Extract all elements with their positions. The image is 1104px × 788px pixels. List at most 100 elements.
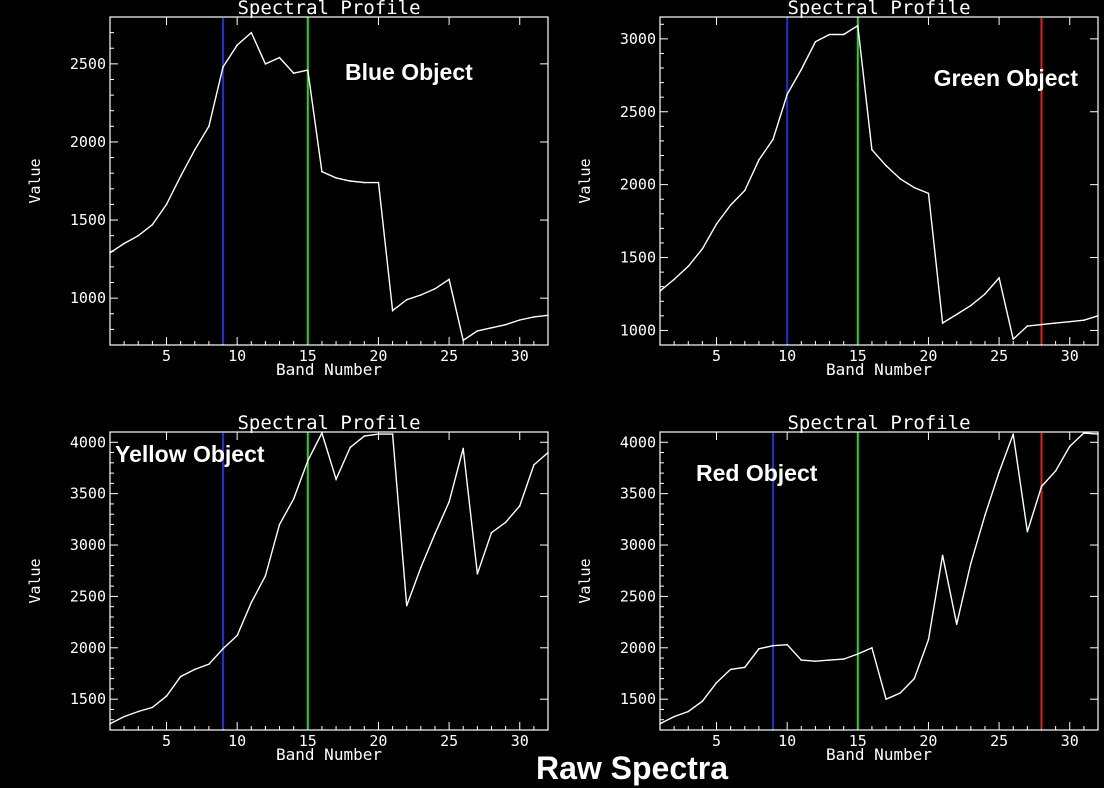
data-point — [377, 181, 380, 184]
data-point — [1026, 325, 1029, 327]
y-tick-label: 2000 — [620, 639, 656, 657]
x-axis-label: Band Number — [276, 360, 382, 379]
data-point — [547, 314, 549, 317]
data-point — [236, 634, 238, 637]
x-tick-label: 20 — [369, 347, 387, 365]
plot-frame — [109, 16, 549, 346]
x-tick-label: 10 — [778, 347, 796, 365]
plot-frame — [659, 16, 1099, 346]
data-point — [193, 148, 196, 151]
y-axis-label: Value — [26, 558, 44, 603]
x-tick-label: 15 — [299, 732, 317, 750]
x-tick-label: 15 — [849, 732, 867, 750]
x-tick-label: 10 — [778, 732, 796, 750]
data-point — [913, 677, 916, 680]
data-point — [814, 40, 817, 43]
y-tick-label: 1500 — [620, 249, 656, 267]
data-point — [927, 638, 930, 641]
data-point — [1097, 315, 1099, 317]
data-point — [1040, 485, 1043, 488]
data-point — [462, 447, 465, 450]
y-tick-label: 1500 — [620, 690, 656, 708]
x-tick-label: 30 — [511, 347, 529, 365]
x-tick-label: 25 — [440, 732, 458, 750]
data-point — [518, 319, 521, 321]
data-point — [659, 723, 661, 725]
data-point — [984, 514, 986, 517]
data-point — [179, 175, 182, 178]
data-point — [264, 63, 267, 65]
spectrum-line — [109, 431, 549, 725]
data-point — [434, 287, 436, 290]
x-tick-label: 5 — [712, 347, 721, 365]
y-tick-label: 2500 — [620, 587, 656, 605]
data-point — [786, 643, 788, 646]
data-point — [659, 290, 661, 292]
data-point — [927, 192, 930, 195]
chart-panel-4: Spectral Profile 5 10 15 20 25 30 1500 2000 2500 3… — [576, 412, 1099, 764]
data-point — [1097, 433, 1099, 435]
data-point — [448, 278, 450, 281]
data-point — [743, 666, 746, 669]
y-tick-label: 3500 — [70, 485, 106, 503]
data-point — [800, 659, 803, 661]
y-axis-label: Value — [576, 558, 594, 603]
y-tick-label: 2000 — [70, 133, 106, 151]
data-point — [462, 339, 465, 342]
data-point — [842, 33, 845, 36]
data-point — [885, 164, 887, 167]
figure-caption: Raw Spectra — [536, 750, 728, 786]
data-point — [871, 148, 873, 151]
data-point — [151, 223, 154, 226]
data-point — [434, 532, 436, 535]
y-tick-label: 1000 — [620, 321, 656, 339]
data-point — [307, 459, 309, 462]
y-tick-label: 1500 — [70, 690, 106, 708]
data-point — [476, 573, 479, 575]
data-point — [729, 668, 732, 671]
data-point — [151, 706, 154, 709]
data-point — [363, 181, 366, 184]
data-point — [377, 433, 380, 435]
chart-panel-1: Spectral Profile 5 10 15 20 25 30 1000 1500 2000 2… — [26, 0, 549, 379]
data-point — [476, 330, 479, 332]
data-point — [1026, 530, 1029, 533]
x-tick-label: 30 — [511, 732, 529, 750]
data-point — [391, 309, 394, 312]
data-point — [321, 432, 323, 434]
data-point — [123, 242, 125, 245]
data-point — [1012, 338, 1015, 340]
chart-title: Spectral Profile — [237, 0, 420, 19]
y-tick-label: 1500 — [70, 211, 106, 229]
data-point — [772, 138, 774, 141]
data-point — [871, 646, 873, 649]
y-tick-label: 3000 — [620, 536, 656, 554]
data-point — [673, 278, 675, 281]
y-tick-label: 3000 — [70, 536, 106, 554]
data-point — [490, 327, 493, 329]
data-point — [109, 723, 111, 725]
data-point — [1054, 322, 1057, 324]
chart-panel-2: Spectral Profile 5 10 15 20 25 30 1000 1500 2000 2… — [576, 0, 1099, 379]
x-tick-label: 10 — [228, 347, 246, 365]
y-tick-label: 2000 — [70, 639, 106, 657]
x-tick-label: 25 — [440, 347, 458, 365]
chart-title: Spectral Profile — [237, 412, 420, 434]
x-tick-label: 5 — [162, 732, 171, 750]
x-tick-label: 20 — [369, 732, 387, 750]
data-point — [208, 663, 210, 666]
data-point — [729, 204, 732, 206]
data-point — [292, 497, 295, 500]
data-point — [1040, 323, 1043, 326]
data-point — [998, 471, 1000, 473]
data-point — [970, 562, 972, 565]
y-axis-label: Value — [576, 158, 594, 203]
data-point — [349, 446, 351, 449]
y-axis-label: Value — [26, 158, 44, 203]
y-tick-label: 4000 — [70, 433, 106, 451]
chart-title: Spectral Profile — [787, 0, 970, 19]
data-point — [420, 566, 422, 569]
chart-panel-3: Spectral Profile 5 10 15 20 25 30 1500 2000 2500 3… — [26, 412, 549, 764]
data-point — [828, 659, 831, 661]
